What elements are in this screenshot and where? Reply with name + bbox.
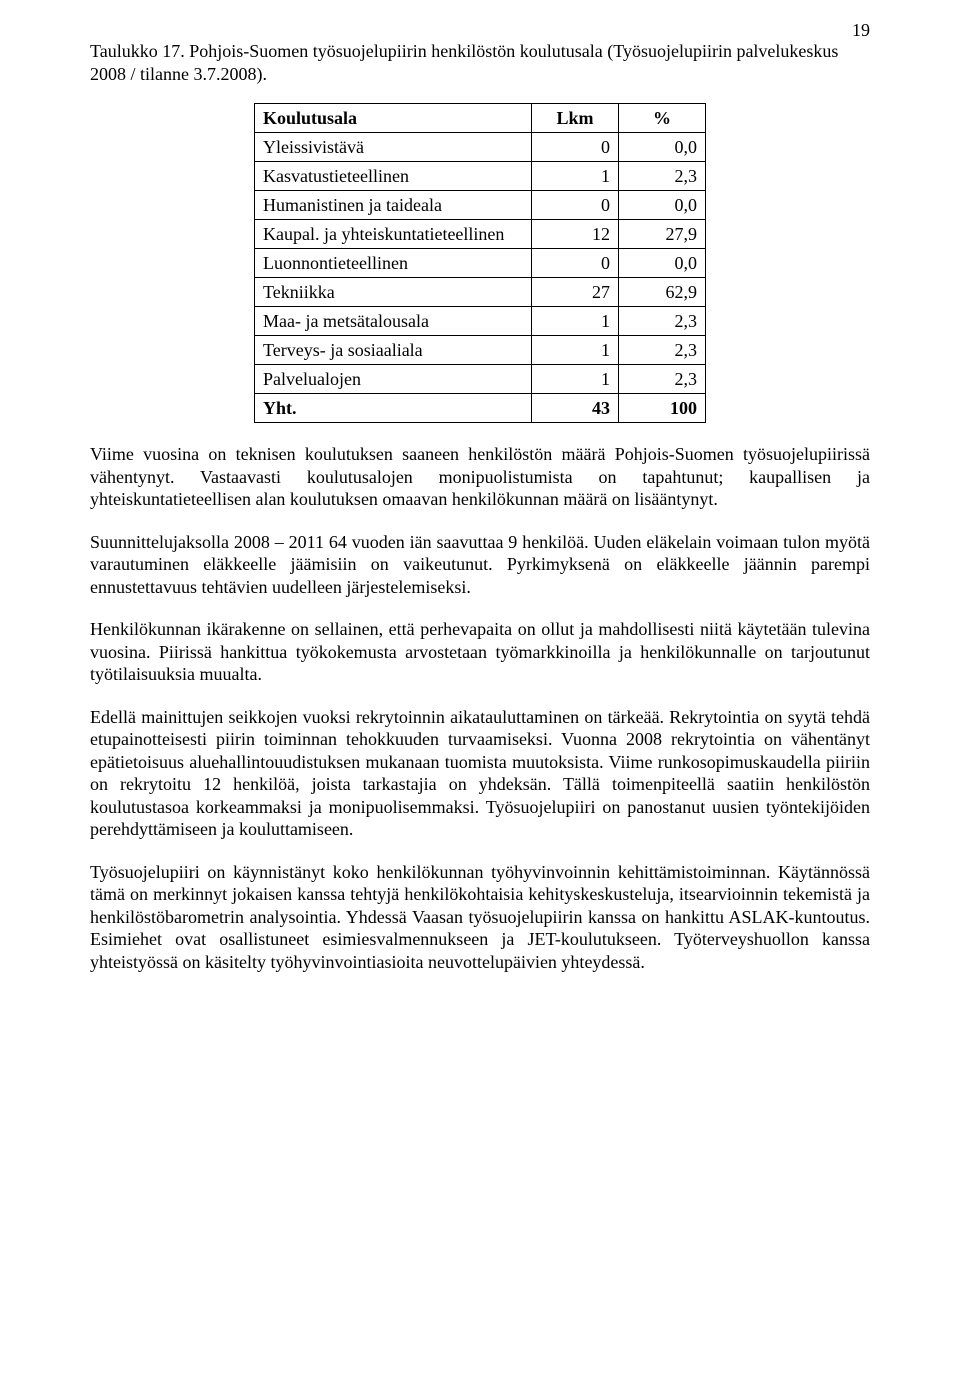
cell-percent: 2,3 <box>619 365 706 394</box>
data-table: Koulutusala Lkm % Yleissivistävä00,0Kasv… <box>254 103 706 423</box>
cell-label: Kasvatustieteellinen <box>255 162 532 191</box>
table-body: Yleissivistävä00,0Kasvatustieteellinen12… <box>255 133 706 423</box>
cell-label: Yleissivistävä <box>255 133 532 162</box>
cell-label: Tekniikka <box>255 278 532 307</box>
table-row: Terveys- ja sosiaaliala12,3 <box>255 336 706 365</box>
table-header-row: Koulutusala Lkm % <box>255 104 706 133</box>
cell-percent: 2,3 <box>619 162 706 191</box>
header-lkm: Lkm <box>532 104 619 133</box>
cell-percent: 62,9 <box>619 278 706 307</box>
total-percent: 100 <box>619 394 706 423</box>
cell-label: Palvelualojen <box>255 365 532 394</box>
body-paragraphs: Viime vuosina on teknisen koulutuksen sa… <box>90 443 870 973</box>
table-row: Kaupal. ja yhteiskuntatieteellinen1227,9 <box>255 220 706 249</box>
table-row: Palvelualojen12,3 <box>255 365 706 394</box>
table-row: Humanistinen ja taideala00,0 <box>255 191 706 220</box>
cell-label: Luonnontieteellinen <box>255 249 532 278</box>
total-lkm: 43 <box>532 394 619 423</box>
cell-lkm: 0 <box>532 133 619 162</box>
cell-percent: 2,3 <box>619 307 706 336</box>
cell-percent: 0,0 <box>619 249 706 278</box>
table-caption: Taulukko 17. Pohjois-Suomen työsuojelupi… <box>90 40 870 85</box>
table-row: Maa- ja metsätalousala12,3 <box>255 307 706 336</box>
table-head: Koulutusala Lkm % <box>255 104 706 133</box>
page-number: 19 <box>852 20 870 41</box>
cell-lkm: 0 <box>532 249 619 278</box>
cell-label: Kaupal. ja yhteiskuntatieteellinen <box>255 220 532 249</box>
cell-percent: 0,0 <box>619 191 706 220</box>
body-paragraph: Edellä mainittujen seikkojen vuoksi rekr… <box>90 706 870 841</box>
cell-lkm: 12 <box>532 220 619 249</box>
table-row: Luonnontieteellinen00,0 <box>255 249 706 278</box>
body-paragraph: Suunnittelujaksolla 2008 – 2011 64 vuode… <box>90 531 870 599</box>
body-paragraph: Viime vuosina on teknisen koulutuksen sa… <box>90 443 870 511</box>
table-total-row: Yht.43100 <box>255 394 706 423</box>
cell-percent: 27,9 <box>619 220 706 249</box>
cell-label: Terveys- ja sosiaaliala <box>255 336 532 365</box>
cell-label: Humanistinen ja taideala <box>255 191 532 220</box>
cell-percent: 2,3 <box>619 336 706 365</box>
cell-lkm: 0 <box>532 191 619 220</box>
header-percent: % <box>619 104 706 133</box>
header-koulutusala: Koulutusala <box>255 104 532 133</box>
cell-lkm: 1 <box>532 336 619 365</box>
table-row: Yleissivistävä00,0 <box>255 133 706 162</box>
cell-lkm: 1 <box>532 365 619 394</box>
table-row: Kasvatustieteellinen12,3 <box>255 162 706 191</box>
cell-label: Maa- ja metsätalousala <box>255 307 532 336</box>
cell-lkm: 27 <box>532 278 619 307</box>
document-page: 19 Taulukko 17. Pohjois-Suomen työsuojel… <box>0 0 960 1384</box>
body-paragraph: Henkilökunnan ikärakenne on sellainen, e… <box>90 618 870 686</box>
body-paragraph: Työsuojelupiiri on käynnistänyt koko hen… <box>90 861 870 974</box>
table-row: Tekniikka2762,9 <box>255 278 706 307</box>
cell-lkm: 1 <box>532 162 619 191</box>
cell-percent: 0,0 <box>619 133 706 162</box>
cell-lkm: 1 <box>532 307 619 336</box>
total-label: Yht. <box>255 394 532 423</box>
